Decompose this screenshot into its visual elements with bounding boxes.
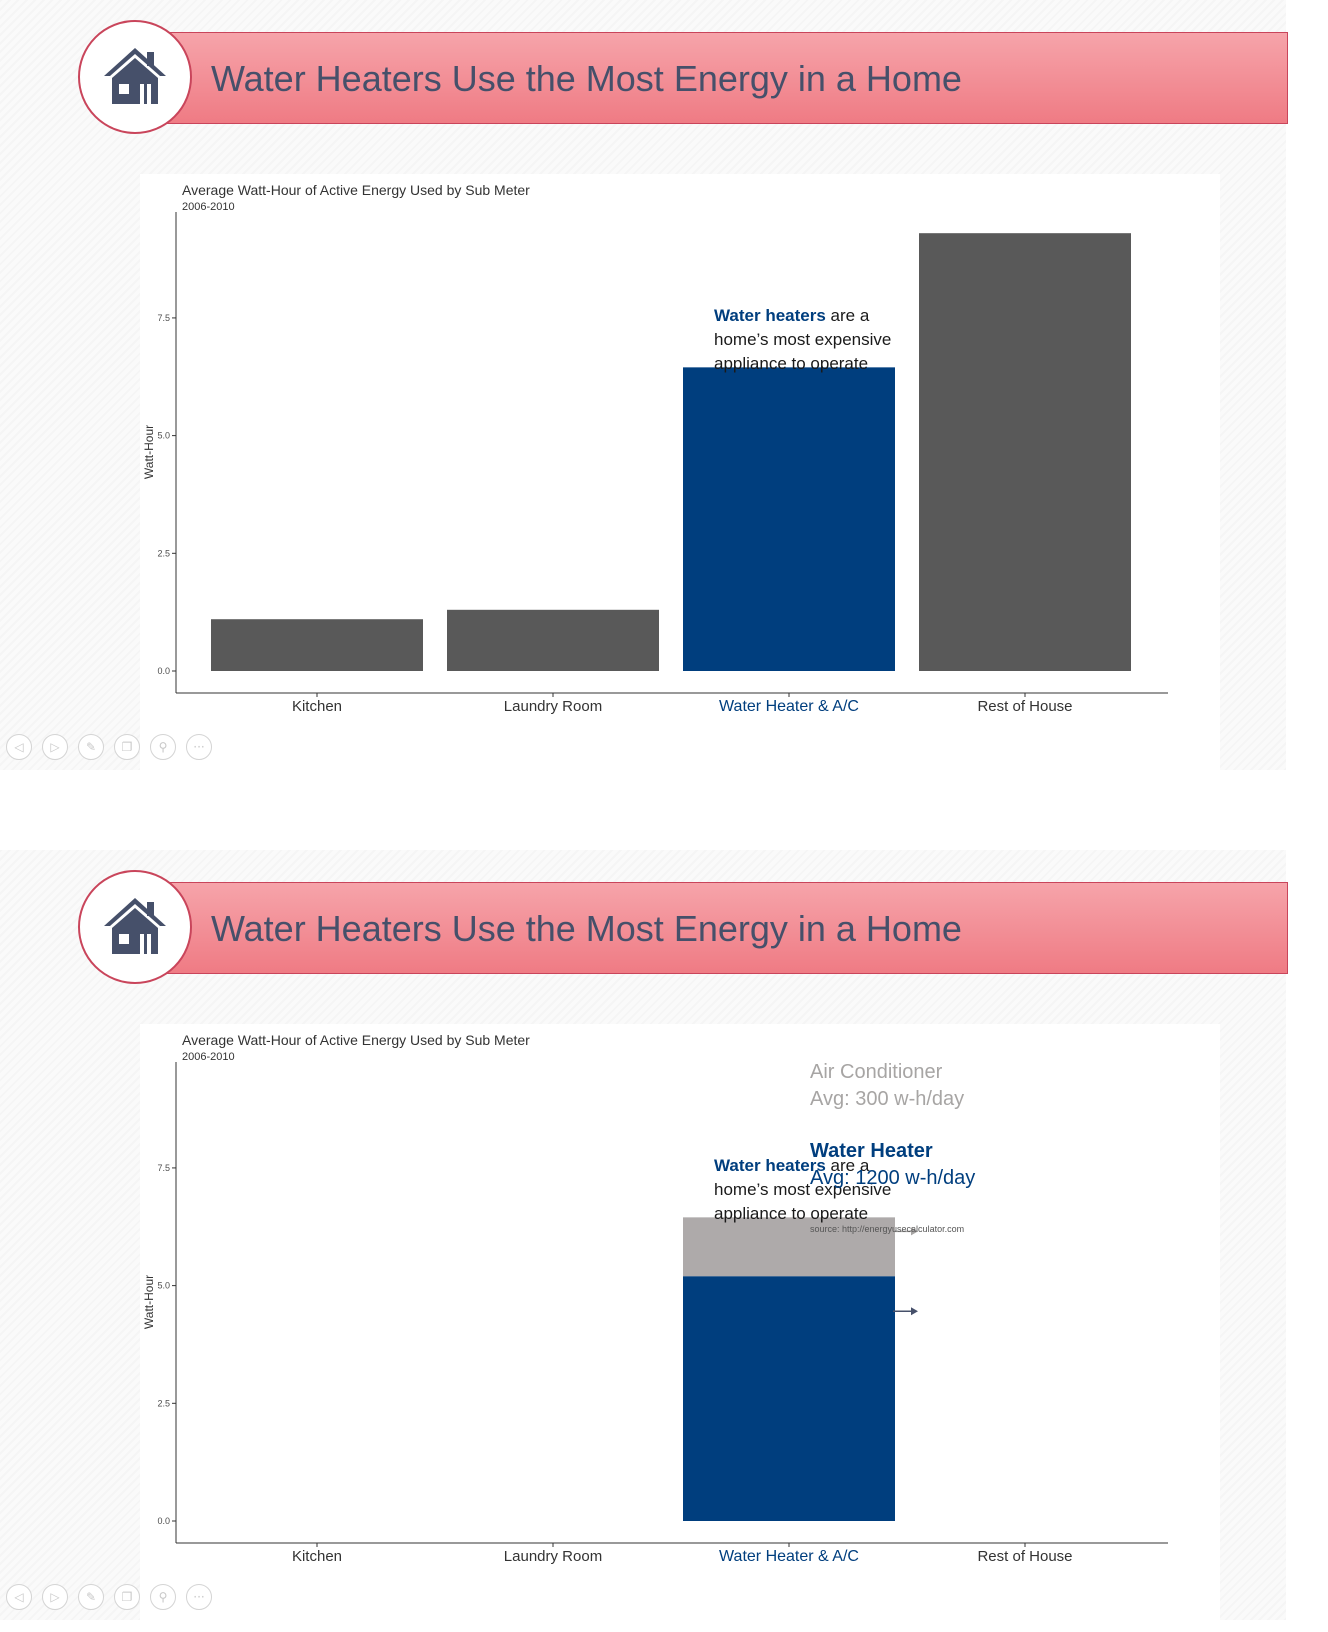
copy-icon[interactable]: ❐ (114, 734, 140, 760)
title-banner: Water Heaters Use the Most Energy in a H… (150, 882, 1288, 974)
y-tick-label: 5.0 (157, 431, 170, 441)
bar (447, 609, 659, 671)
ac-callout: Air Conditioner Avg: 300 w-h/day (810, 1059, 964, 1113)
slide-2: Water Heaters Use the Most Energy in a H… (0, 850, 1288, 1620)
chart-title: Average Watt-Hour of Active Energy Used … (182, 182, 530, 198)
y-tick-label: 7.5 (157, 313, 170, 323)
x-tick-label: Rest of House (977, 1548, 1072, 1565)
annotation-line1: are a (825, 306, 870, 325)
title-banner: Water Heaters Use the Most Energy in a H… (150, 32, 1288, 124)
copy-icon[interactable]: ❐ (114, 1584, 140, 1610)
bar-water-heater (683, 1276, 895, 1521)
next-icon[interactable]: ▷ (42, 734, 68, 760)
y-tick-label: 5.0 (157, 1281, 170, 1291)
slide-title: Water Heaters Use the Most Energy in a H… (211, 908, 962, 949)
bar (683, 367, 895, 671)
annotation-line3: appliance to operate (714, 1204, 869, 1223)
slide-title: Water Heaters Use the Most Energy in a H… (211, 58, 962, 99)
wh-arrowhead (911, 1307, 918, 1316)
pen-icon[interactable]: ✎ (78, 734, 104, 760)
bar (211, 619, 423, 671)
bar-air-conditioner (683, 1217, 895, 1277)
stacked-bar-chart: 0.0 2.5 5.0 7.5 Watt-Hour Kitchen Laundry Room… (140, 1024, 1220, 1620)
annotation-highlight: Water heaters (714, 306, 826, 325)
annotation-line1: are a (825, 1156, 870, 1175)
house-icon-badge (78, 870, 192, 984)
ac-name: Air Conditioner (810, 1061, 943, 1083)
chart-annotation: Water heaters are a home’s most expensiv… (714, 304, 891, 376)
bar (919, 233, 1131, 671)
ac-arrowhead (911, 1227, 918, 1236)
y-tick-label: 7.5 (157, 1163, 170, 1173)
water-heater-callout: Water Heater Avg: 1200 w-h/day (810, 1138, 975, 1192)
x-tick-label: Laundry Room (504, 698, 602, 715)
x-tick-label: Kitchen (292, 698, 342, 715)
y-tick-label: 0.0 (157, 1516, 170, 1526)
chart-subtitle: 2006-2010 (182, 1051, 235, 1063)
pen-icon[interactable]: ✎ (78, 1584, 104, 1610)
wh-name: Water Heater (810, 1140, 933, 1162)
house-icon (104, 48, 166, 104)
y-axis-label: Watt-Hour (142, 1275, 156, 1329)
y-tick-label: 2.5 (157, 548, 170, 558)
next-icon[interactable]: ▷ (42, 1584, 68, 1610)
wh-avg: Avg: 1200 w-h/day (810, 1167, 976, 1189)
chart-annotation: Water heaters are a home’s most expensiv… (714, 1154, 891, 1226)
bar-chart: 0.0 2.5 5.0 7.5 Watt-Hour Kitchen Laundry Room… (140, 174, 1220, 770)
zoom-icon[interactable]: ⚲ (150, 734, 176, 760)
x-tick-label: Water Heater & A/C (719, 1548, 859, 1565)
annotation-line2: home’s most expensive (714, 330, 892, 349)
annotation-line2: home’s most expensive (714, 1180, 892, 1199)
x-tick-label: Water Heater & A/C (719, 698, 859, 715)
prev-icon[interactable]: ◁ (6, 734, 32, 760)
chart-subtitle: 2006-2010 (182, 201, 235, 213)
more-icon[interactable]: ··· (186, 734, 212, 760)
annotation-highlight: Water heaters (714, 1156, 826, 1175)
x-tick-label: Rest of House (977, 698, 1072, 715)
x-tick-label: Laundry Room (504, 1548, 602, 1565)
prev-icon[interactable]: ◁ (6, 1584, 32, 1610)
slide-1: Water Heaters Use the Most Energy in a H… (0, 0, 1288, 770)
chart-title: Average Watt-Hour of Active Energy Used … (182, 1032, 530, 1048)
y-tick-label: 2.5 (157, 1398, 170, 1408)
source-note: source: http://energyusecalculator.com (810, 1224, 965, 1234)
house-icon (104, 898, 166, 954)
y-axis-label: Watt-Hour (142, 425, 156, 479)
x-tick-label: Kitchen (292, 1548, 342, 1565)
y-tick-label: 0.0 (157, 666, 170, 676)
annotation-line3: appliance to operate (714, 354, 869, 373)
house-icon-badge (78, 20, 192, 134)
more-icon[interactable]: ··· (186, 1584, 212, 1610)
zoom-icon[interactable]: ⚲ (150, 1584, 176, 1610)
ac-avg: Avg: 300 w-h/day (810, 1088, 965, 1110)
